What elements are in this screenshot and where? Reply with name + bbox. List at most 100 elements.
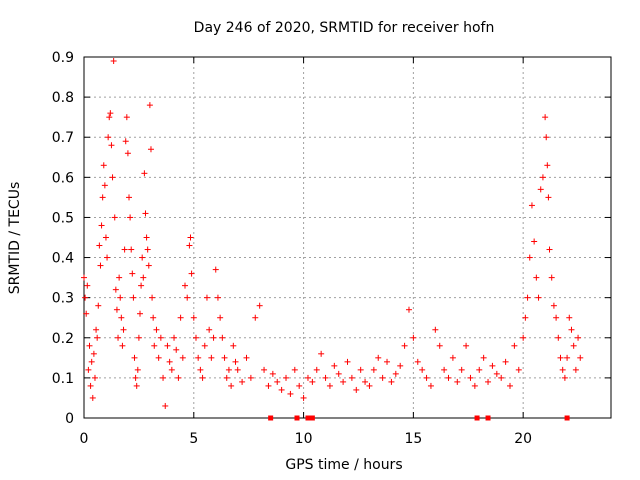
data-point — [160, 374, 167, 381]
zero-value-marker — [309, 415, 315, 421]
data-point — [318, 350, 325, 357]
data-point — [535, 294, 542, 301]
data-point — [432, 326, 439, 333]
data-point — [423, 374, 430, 381]
data-point — [485, 378, 492, 385]
data-point — [401, 342, 408, 349]
zero-value-marker — [268, 415, 274, 421]
data-point — [436, 342, 443, 349]
data-point — [101, 182, 108, 189]
data-point — [445, 374, 452, 381]
data-point — [570, 342, 577, 349]
data-point — [335, 370, 342, 377]
data-point — [141, 170, 148, 177]
y-tick-label: 0 — [65, 411, 74, 427]
data-point — [129, 270, 136, 277]
data-point — [182, 282, 189, 289]
data-point — [128, 246, 135, 253]
data-point — [132, 374, 139, 381]
data-point — [291, 366, 298, 373]
x-tick-label: 10 — [295, 431, 313, 447]
data-point — [531, 238, 538, 245]
data-point — [142, 210, 149, 217]
data-point — [493, 370, 500, 377]
data-point — [561, 374, 568, 381]
data-point — [171, 334, 178, 341]
y-axis-title: SRMTID / TECUs — [7, 182, 23, 295]
data-point — [136, 310, 143, 317]
data-point — [388, 378, 395, 385]
data-point — [480, 354, 487, 361]
data-point — [203, 294, 210, 301]
data-point — [112, 286, 119, 293]
data-point — [533, 274, 540, 281]
data-point — [90, 350, 97, 357]
data-point — [230, 342, 237, 349]
data-point — [173, 346, 180, 353]
data-point — [139, 254, 146, 261]
data-point — [353, 386, 360, 393]
data-point — [331, 362, 338, 369]
data-point — [471, 382, 478, 389]
data-point — [568, 326, 575, 333]
data-point — [97, 262, 104, 269]
data-point — [168, 366, 175, 373]
data-point — [98, 222, 105, 229]
data-point — [441, 366, 448, 373]
data-point — [110, 58, 117, 65]
data-point — [278, 386, 285, 393]
data-point — [201, 342, 208, 349]
data-point — [108, 142, 115, 149]
data-point — [144, 246, 151, 253]
zero-value-marker — [305, 415, 311, 421]
data-point — [566, 314, 573, 321]
data-point — [212, 266, 219, 273]
x-tick-label: 0 — [80, 431, 89, 447]
data-point — [515, 366, 522, 373]
data-point — [543, 134, 550, 141]
data-point — [120, 326, 127, 333]
data-point — [392, 370, 399, 377]
data-point — [344, 358, 351, 365]
data-point — [166, 358, 173, 365]
data-point — [133, 382, 140, 389]
data-point — [322, 374, 329, 381]
data-point — [537, 186, 544, 193]
data-point — [524, 294, 531, 301]
data-point — [107, 110, 114, 117]
y-tick-label: 0.1 — [52, 371, 74, 387]
data-point — [199, 374, 206, 381]
data-point — [150, 314, 157, 321]
x-tick-label: 15 — [404, 431, 422, 447]
data-point — [375, 354, 382, 361]
data-point — [99, 194, 106, 201]
data-point — [192, 334, 199, 341]
data-point — [151, 342, 158, 349]
data-point — [542, 114, 549, 121]
data-point — [357, 366, 364, 373]
data-point — [304, 374, 311, 381]
data-point — [217, 314, 224, 321]
data-point — [234, 366, 241, 373]
data-point — [131, 354, 138, 361]
chart-title: Day 246 of 2020, SRMTID for receiver hof… — [194, 20, 495, 36]
data-point — [528, 202, 535, 209]
data-point — [313, 366, 320, 373]
data-point — [162, 402, 169, 409]
data-point — [124, 150, 131, 157]
data-point — [577, 354, 584, 361]
data-point — [121, 246, 128, 253]
data-point — [572, 366, 579, 373]
data-point — [214, 294, 221, 301]
y-tick-label: 0.5 — [52, 210, 74, 226]
data-point — [467, 374, 474, 381]
data-point — [117, 294, 124, 301]
data-point — [243, 354, 250, 361]
data-point — [575, 334, 582, 341]
data-point — [228, 382, 235, 389]
zero-value-marker — [485, 415, 491, 421]
data-point — [179, 354, 186, 361]
y-tick-label: 0.7 — [52, 130, 74, 146]
data-point — [123, 114, 130, 121]
data-point — [89, 394, 96, 401]
